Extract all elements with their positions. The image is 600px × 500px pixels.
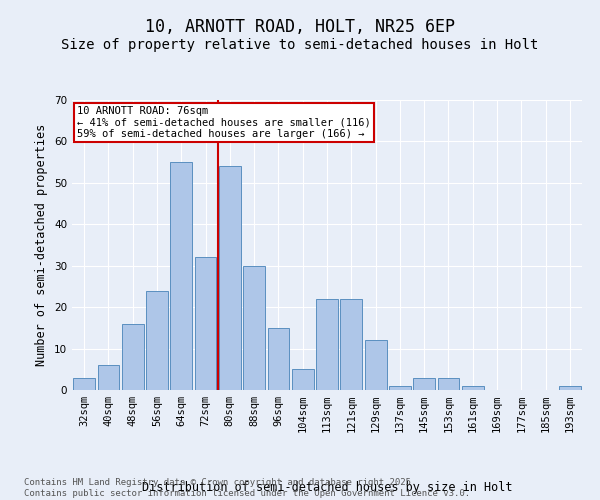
Text: Contains HM Land Registry data © Crown copyright and database right 2025.
Contai: Contains HM Land Registry data © Crown c…: [24, 478, 470, 498]
Bar: [316, 299, 338, 390]
Bar: [243, 266, 265, 390]
Text: 10 ARNOTT ROAD: 76sqm
← 41% of semi-detached houses are smaller (116)
59% of sem: 10 ARNOTT ROAD: 76sqm ← 41% of semi-deta…: [77, 106, 371, 139]
Bar: [122, 324, 143, 390]
Y-axis label: Number of semi-detached properties: Number of semi-detached properties: [35, 124, 49, 366]
Bar: [268, 328, 289, 390]
Bar: [219, 166, 241, 390]
Bar: [413, 378, 435, 390]
Bar: [194, 258, 217, 390]
Bar: [559, 386, 581, 390]
Bar: [170, 162, 192, 390]
Text: Size of property relative to semi-detached houses in Holt: Size of property relative to semi-detach…: [61, 38, 539, 52]
X-axis label: Distribution of semi-detached houses by size in Holt: Distribution of semi-detached houses by …: [142, 481, 512, 494]
Bar: [97, 365, 119, 390]
Bar: [292, 370, 314, 390]
Bar: [73, 378, 95, 390]
Text: 10, ARNOTT ROAD, HOLT, NR25 6EP: 10, ARNOTT ROAD, HOLT, NR25 6EP: [145, 18, 455, 36]
Bar: [146, 290, 168, 390]
Bar: [462, 386, 484, 390]
Bar: [437, 378, 460, 390]
Bar: [389, 386, 411, 390]
Bar: [340, 299, 362, 390]
Bar: [365, 340, 386, 390]
